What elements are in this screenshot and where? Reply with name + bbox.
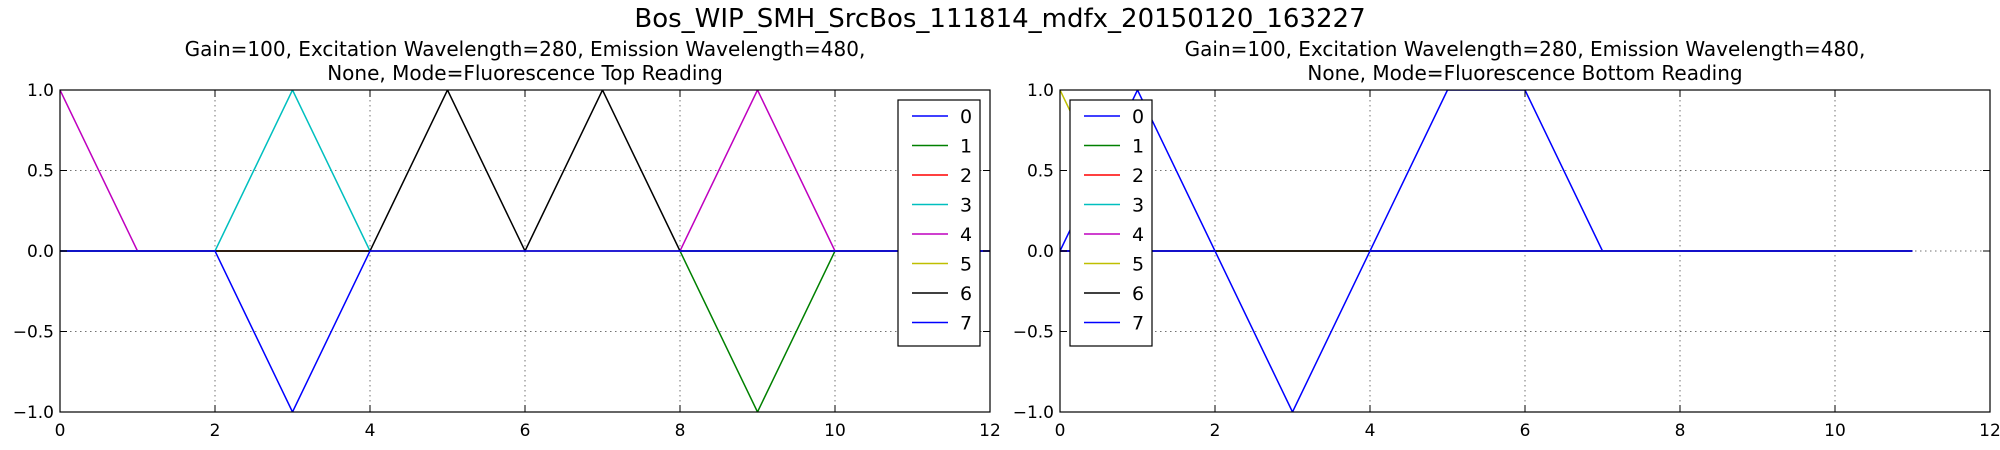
chart-title-line-0-0: Gain=100, Excitation Wavelength=280, Emi… (185, 37, 866, 61)
legend-1: 0 1 2 3 4 5 6 7 (1069, 99, 1153, 347)
chart-title-line-1-1: None, Mode=Fluorescence Bottom Reading (1307, 61, 1742, 85)
legend-0: 0 1 2 3 4 5 6 7 (897, 99, 981, 347)
x-tick-label-1-4: 8 (1675, 421, 1686, 441)
legend-label-1-5: 5 (1132, 254, 1144, 276)
x-tick-label-0-3: 6 (520, 421, 531, 441)
x-tick-label-0-5: 10 (824, 421, 846, 441)
legend-label-0-1: 1 (960, 136, 972, 158)
x-tick-label-1-2: 4 (1365, 421, 1376, 441)
y-tick-label-1-1: −0.5 (1013, 323, 1054, 343)
x-tick-label-1-5: 10 (1824, 421, 1846, 441)
chart-panel-1: Gain=100, Excitation Wavelength=280, Emi… (1013, 37, 2000, 441)
figure-suptitle: Bos_WIP_SMH_SrcBos_111814_mdfx_20150120_… (634, 4, 1366, 34)
legend-label-0-4: 4 (960, 224, 972, 246)
x-tick-label-0-6: 12 (979, 421, 1001, 441)
legend-box-1 (1069, 99, 1153, 347)
y-tick-label-0-4: 1.0 (27, 81, 54, 101)
x-tick-label-1-3: 6 (1520, 421, 1531, 441)
legend-label-1-6: 6 (1132, 283, 1144, 305)
y-tick-label-1-2: 0.0 (1027, 242, 1054, 262)
legend-label-1-0: 0 (1132, 106, 1144, 128)
legend-label-1-2: 2 (1132, 165, 1144, 187)
x-tick-label-1-0: 0 (1055, 421, 1066, 441)
legend-label-0-7: 7 (960, 313, 972, 335)
y-tick-label-1-4: 1.0 (1027, 81, 1054, 101)
y-tick-label-0-2: 0.0 (27, 242, 54, 262)
x-tick-label-0-4: 8 (675, 421, 686, 441)
series-group-1 (1060, 90, 1913, 412)
x-tick-label-0-0: 0 (55, 421, 66, 441)
x-tick-label-1-6: 12 (1979, 421, 2000, 441)
chart-title-line-1-0: Gain=100, Excitation Wavelength=280, Emi… (1185, 37, 1866, 61)
legend-label-1-3: 3 (1132, 195, 1144, 217)
legend-box-0 (897, 99, 981, 347)
chart-panel-0: Gain=100, Excitation Wavelength=280, Emi… (13, 37, 1001, 441)
legend-label-0-6: 6 (960, 283, 972, 305)
x-tick-label-0-1: 2 (210, 421, 221, 441)
legend-label-0-0: 0 (960, 106, 972, 128)
y-tick-label-0-0: −1.0 (13, 403, 54, 423)
y-tick-label-1-3: 0.5 (1027, 162, 1054, 182)
series-line-0-7 (60, 250, 990, 412)
legend-label-1-1: 1 (1132, 136, 1144, 158)
legend-label-1-4: 4 (1132, 224, 1144, 246)
series-line-1-7 (1060, 250, 1913, 412)
y-tick-label-0-1: −0.5 (13, 323, 54, 343)
legend-label-1-7: 7 (1132, 313, 1144, 335)
legend-label-0-2: 2 (960, 165, 972, 187)
series-group-0 (60, 90, 990, 412)
legend-label-0-3: 3 (960, 195, 972, 217)
x-tick-label-0-2: 4 (365, 421, 376, 441)
y-tick-label-0-3: 0.5 (27, 162, 54, 182)
y-tick-label-1-0: −1.0 (1013, 403, 1054, 423)
legend-label-0-5: 5 (960, 254, 972, 276)
chart-title-line-0-1: None, Mode=Fluorescence Top Reading (327, 61, 723, 85)
x-tick-label-1-1: 2 (1210, 421, 1221, 441)
